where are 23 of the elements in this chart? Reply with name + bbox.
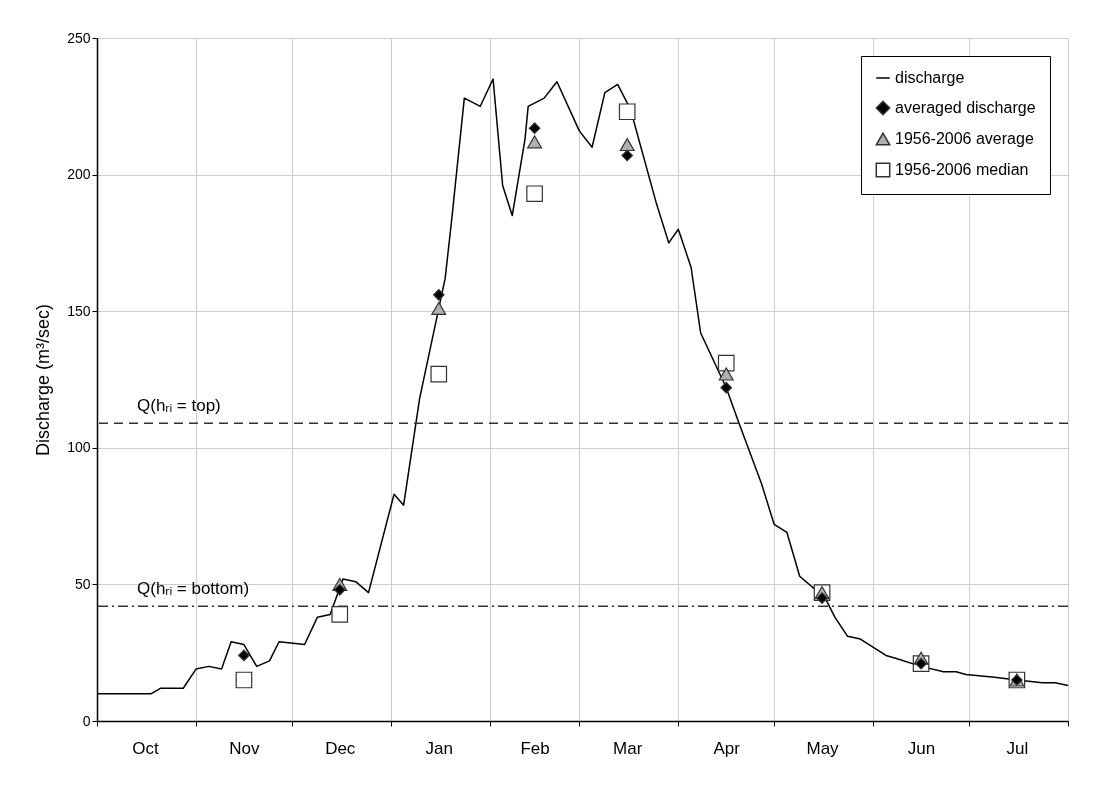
- y-axis-title: Discharge (m³/sec): [33, 303, 54, 457]
- legend-label: 1956-2006 average: [895, 130, 1034, 147]
- x-tick-label: Jan: [425, 738, 453, 758]
- x-tick-label: Oct: [132, 738, 159, 758]
- y-tick-label: 50: [74, 575, 91, 592]
- x-tick-label: Dec: [325, 738, 356, 758]
- y-tick-label: 250: [67, 29, 91, 46]
- x-tick-label: May: [806, 738, 840, 758]
- x-tick-label: Nov: [229, 738, 261, 758]
- x-tick-label: Jun: [907, 738, 936, 758]
- x-tick-label: Apr: [713, 738, 741, 758]
- x-tick-label: Jul: [1006, 738, 1029, 758]
- legend-label: averaged discharge: [895, 99, 1036, 116]
- ref-line-label: Q(hᵣᵢ = bottom): [137, 579, 250, 599]
- y-tick-label: 100: [67, 439, 91, 456]
- x-tick-label: Mar: [613, 738, 643, 758]
- ref-line-label: Q(hᵣᵢ = top): [137, 396, 221, 416]
- y-tick-label: 0: [82, 712, 91, 729]
- legend-label: 1956-2006 median: [895, 161, 1029, 178]
- y-tick-label: 150: [67, 302, 91, 319]
- x-tick-label: Feb: [520, 738, 550, 758]
- legend-label: discharge: [895, 69, 965, 86]
- y-tick-label: 200: [67, 166, 91, 183]
